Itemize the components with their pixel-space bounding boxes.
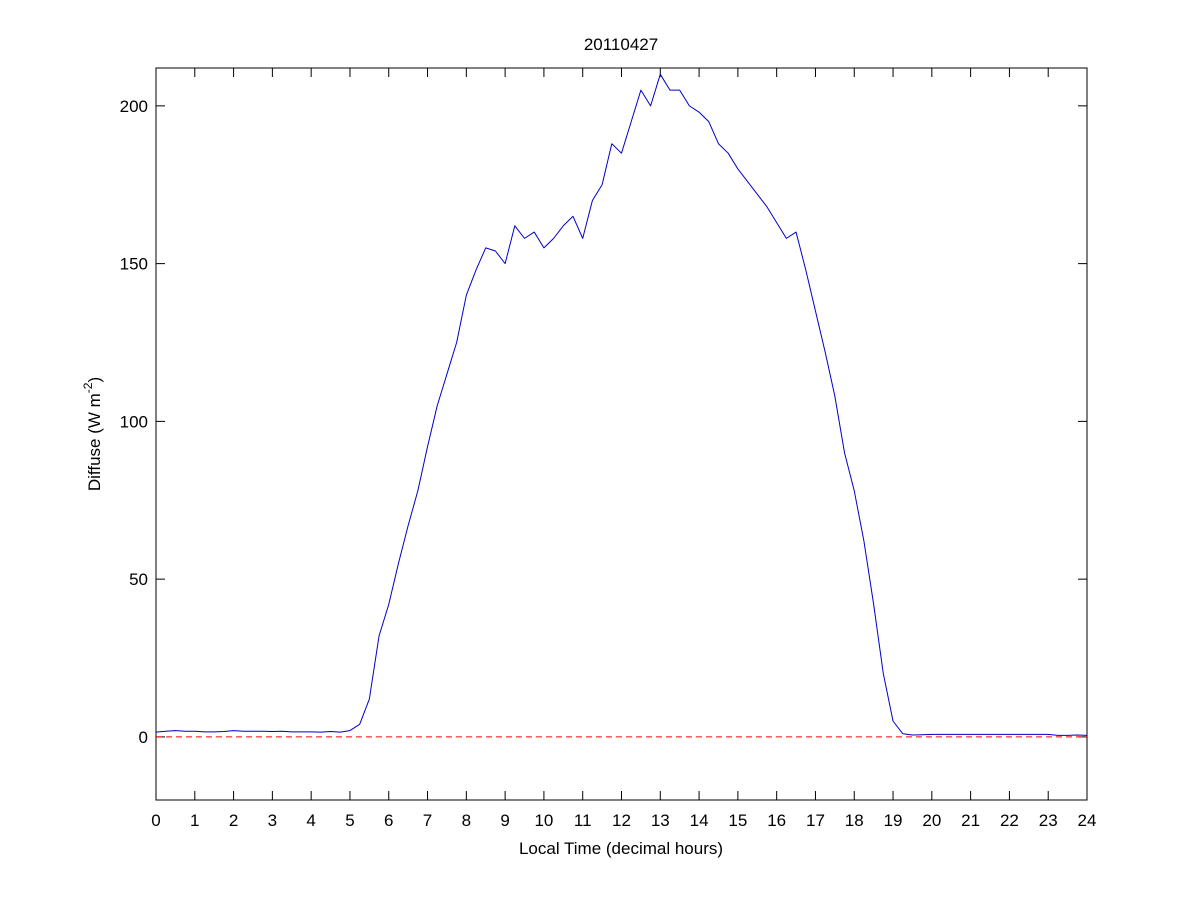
x-tick-label: 16 [767, 811, 786, 830]
x-tick-label: 7 [423, 811, 432, 830]
chart-title: 20110427 [584, 35, 658, 54]
x-tick-label: 19 [884, 811, 903, 830]
x-tick-label: 3 [268, 811, 277, 830]
y-tick-label: 0 [139, 728, 148, 747]
x-tick-label: 22 [1000, 811, 1019, 830]
y-label-text: Diffuse (W m [85, 393, 104, 491]
x-tick-label: 13 [651, 811, 670, 830]
x-tick-label: 12 [612, 811, 631, 830]
x-tick-label: 20 [922, 811, 941, 830]
x-tick-label: 6 [384, 811, 393, 830]
y-tick-label: 50 [129, 570, 148, 589]
x-tick-label: 1 [190, 811, 199, 830]
x-tick-label: 14 [690, 811, 709, 830]
x-tick-label: 9 [500, 811, 509, 830]
y-tick-label: 100 [120, 412, 148, 431]
x-tick-label: 18 [845, 811, 864, 830]
x-tick-label: 0 [151, 811, 160, 830]
data-line [155, 73, 1088, 736]
x-tick-label: 10 [534, 811, 553, 830]
y-axis-label: Diffuse (W m-2) [81, 377, 104, 491]
x-tick-label: 15 [728, 811, 747, 830]
x-tick-label: 21 [961, 811, 980, 830]
x-tick-label: 23 [1039, 811, 1058, 830]
axes-box [155, 67, 1088, 801]
x-tick-label: 8 [462, 811, 471, 830]
x-axis-label: Local Time (decimal hours) [519, 839, 723, 858]
y-label-end: ) [85, 377, 104, 383]
y-tick-label: 150 [120, 255, 148, 274]
x-tick-label: 4 [306, 811, 315, 830]
y-label-sup: -2 [81, 382, 95, 393]
y-tick-label: 200 [120, 97, 148, 116]
x-tick-label: 24 [1078, 811, 1097, 830]
x-tick-label: 11 [574, 811, 592, 830]
x-tick-label: 17 [806, 811, 825, 830]
x-tick-label: 2 [229, 811, 238, 830]
x-tick-label: 5 [345, 811, 354, 830]
